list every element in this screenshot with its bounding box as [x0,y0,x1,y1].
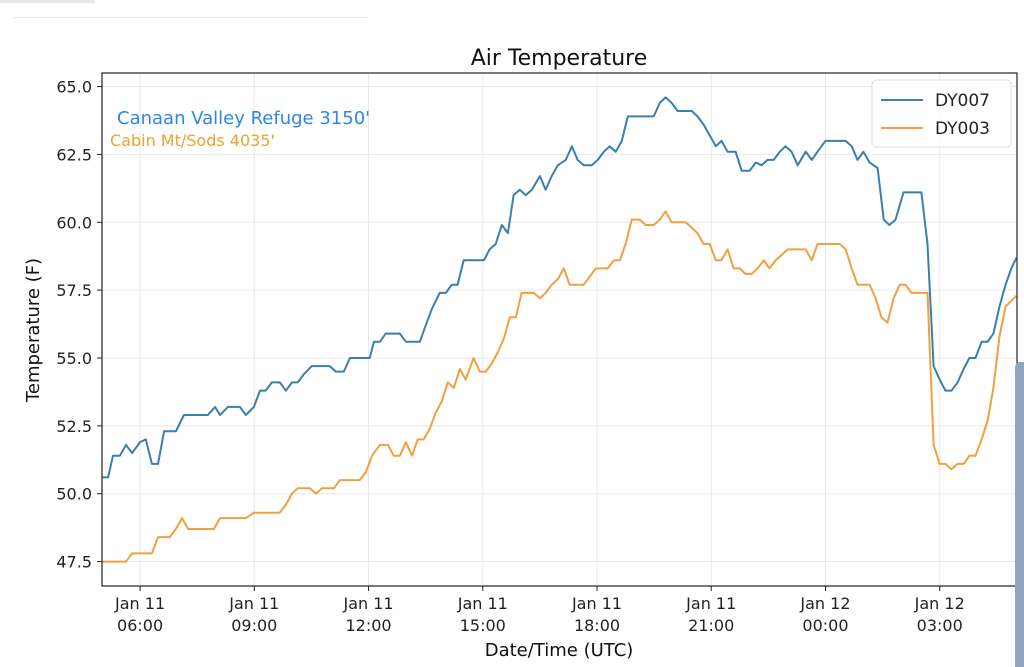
legend: DY007 DY003 [871,79,1012,148]
x-tick-label-time: 12:00 [345,616,391,635]
y-tick-label: 65.0 [56,78,92,97]
y-tick-label: 52.5 [56,417,92,436]
series-line-dy007 [102,96,1018,479]
chart-title: Air Temperature [471,46,648,71]
scrollbar[interactable] [1015,362,1024,667]
x-tick-label-date: Jan 12 [799,594,850,613]
x-tick-label-time: 15:00 [460,616,506,635]
top-edge-bar [0,0,95,3]
x-tick-label-time: 18:00 [574,616,620,635]
top-divider [13,17,368,18]
y-tick-label: 47.5 [56,553,92,572]
x-axis-label: Date/Time (UTC) [485,640,634,661]
x-tick-label-time: 21:00 [688,616,734,635]
x-tick-label-time: 09:00 [231,616,277,635]
series-line-dy003 [102,210,1018,563]
series-lines [102,96,1018,563]
x-axis-ticks: Jan 11 06:00 Jan 11 09:00 Jan 11 12:00 Jan 11 1… [114,586,965,635]
x-tick-label-time: 00:00 [802,616,848,635]
grid [102,73,1017,586]
legend-label-dy003: DY003 [935,119,990,139]
x-tick-label-date: Jan 11 [342,594,393,613]
x-tick-label-date: Jan 11 [571,594,622,613]
y-axis-ticks: 47.5 50.0 52.5 55.0 57.5 60.0 62.5 65.0 [56,78,102,572]
x-tick-label-date: Jan 12 [914,594,965,613]
y-tick-label: 55.0 [56,349,92,368]
y-tick-label: 60.0 [56,213,92,232]
x-tick-label-date: Jan 11 [457,594,508,613]
x-tick-label-time: 03:00 [917,616,963,635]
x-tick-label-date: Jan 11 [228,594,279,613]
annotation-canaan-valley: Canaan Valley Refuge 3150' [117,108,370,129]
y-tick-label: 50.0 [56,485,92,504]
legend-label-dy007: DY007 [935,91,990,111]
x-tick-label-time: 06:00 [117,616,163,635]
legend-box [871,79,1012,148]
y-tick-label: 57.5 [56,281,92,300]
annotation-cabin-mt: Cabin Mt/Sods 4035' [110,131,275,150]
plot-frame [101,72,1018,587]
y-axis-label: Temperature (F) [23,258,44,403]
x-tick-label-date: Jan 11 [114,594,165,613]
x-tick-label-date: Jan 11 [685,594,736,613]
y-tick-label: 62.5 [56,145,92,164]
